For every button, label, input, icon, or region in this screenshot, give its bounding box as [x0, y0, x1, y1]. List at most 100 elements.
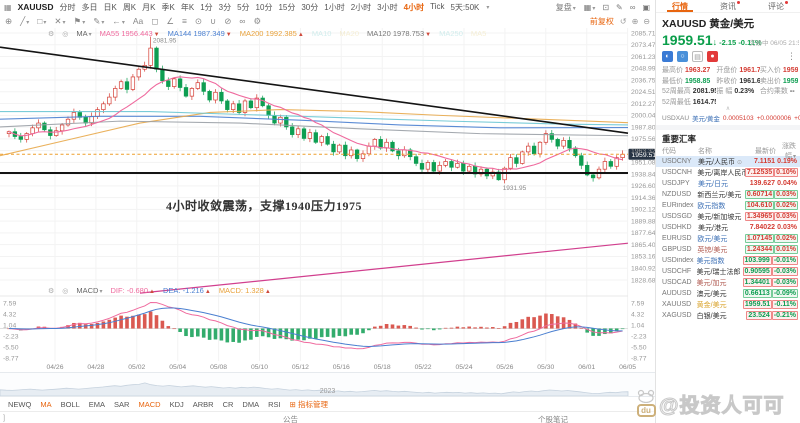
brush-icon[interactable]: ✎▾ — [93, 15, 105, 26]
doc-app-icon[interactable]: ▤ — [692, 50, 703, 62]
collapse-chevron-icon[interactable]: ∧ — [725, 106, 731, 112]
legend-label[interactable]: MACD▾ — [76, 286, 103, 295]
timeframe-1小时[interactable]: 1小时 — [324, 2, 345, 12]
arrow-icon[interactable]: ←▾ — [112, 16, 125, 26]
indicator-boll[interactable]: BOLL — [60, 400, 80, 409]
angle-icon[interactable]: ∠ — [166, 15, 174, 26]
trendline-icon[interactable]: ╱▾ — [20, 15, 30, 26]
timeframe-周K[interactable]: 周K — [122, 2, 137, 12]
indicator-macd[interactable]: MACD — [138, 400, 161, 409]
timeframe-30分[interactable]: 30分 — [301, 2, 319, 12]
legend-label[interactable]: MA▾ — [76, 29, 92, 38]
measure-icon[interactable]: ≡ — [181, 16, 187, 26]
fx-row-USDCNH[interactable]: USDCNH 美元/离岸人民币 7.12535 0.10% — [656, 167, 800, 178]
timeframe-2小时[interactable]: 2小时 — [350, 2, 372, 12]
settings-icon[interactable]: ⚙ — [253, 15, 262, 26]
notice-tab[interactable]: 公告 — [283, 415, 298, 423]
crosshair-icon[interactable]: ⊕ — [5, 15, 13, 26]
link-icon[interactable]: ∞ — [629, 2, 636, 12]
chart-navigator[interactable]: 2023 — [0, 372, 655, 397]
svg-text:1877.64: 1877.64 — [631, 230, 655, 237]
shapes-icon[interactable]: □▾ — [37, 16, 47, 26]
chevron-down-icon[interactable]: ▾ — [486, 4, 490, 11]
timeframe-3分[interactable]: 3分 — [218, 2, 232, 12]
fx-row-NZDUSD[interactable]: NZDUSD 新西兰元/美元 0.60714 0.03% — [656, 189, 800, 200]
timeframe-1分[interactable]: 1分 — [200, 2, 213, 12]
undo-icon[interactable]: ↺ — [619, 16, 627, 26]
timeframe-5分[interactable]: 5分 — [237, 2, 250, 12]
fx-row-USDSGD[interactable]: USDSGD 美元/新加坡元 1.34965 0.03% — [656, 211, 800, 222]
clock-app-icon[interactable]: ○ — [677, 50, 688, 62]
zoom-out-icon[interactable]: ⊖ — [643, 16, 650, 26]
symbol-label[interactable]: XAUUSD — [17, 2, 54, 12]
indicator-dma[interactable]: DMA — [242, 400, 260, 409]
timeframe-Tick[interactable]: Tick — [430, 1, 445, 11]
sidebar-tab-资讯[interactable]: 资讯 — [704, 0, 752, 12]
indicator-rsi[interactable]: RSI — [268, 400, 281, 409]
chart-app-icon[interactable]: ◐ — [662, 50, 673, 62]
sort-column[interactable]: 涨跌幅▾ — [782, 143, 796, 160]
text-icon[interactable]: Aa — [132, 16, 144, 26]
fx-row-USDCNY[interactable]: USDCNY 美元/人民币 ⊙ 7.1151 0.19% — [656, 156, 800, 167]
panel-toggle-icon[interactable]: ] — [3, 413, 6, 422]
indicator-cr[interactable]: CR — [222, 400, 234, 409]
magnet-icon[interactable]: ∪ — [210, 15, 217, 26]
edit-icon[interactable]: ✎ — [616, 2, 623, 12]
timeframe-5天:50K[interactable]: 5天:50K — [450, 2, 480, 12]
delete-icon[interactable]: ⊘ — [224, 15, 232, 26]
timeframe-3小时[interactable]: 3小时 — [377, 2, 398, 12]
indicator-manage-button[interactable]: ⊞ 指标管理 — [289, 400, 328, 409]
indicator-newq[interactable]: NEWQ — [8, 400, 32, 409]
ma-legend[interactable]: ⚙ ◎ MA▾ MA55 1956.443▼ MA144 1987.349▼ MA200 … — [48, 29, 486, 38]
indicator-arbr[interactable]: ARBR — [192, 400, 214, 409]
fx-row-USDCAD[interactable]: USDCAD 美元/加元 1.34401 -0.03% — [656, 277, 800, 288]
zoom-area-icon[interactable]: ⊙ — [194, 15, 203, 26]
fx-row-USDindex[interactable]: USDindex 美元指数 103.999 -0.01% — [656, 255, 800, 266]
usdxau-row[interactable]: USDXAU 美元/黄金 0.0005103 +0.0000006 +0.11% — [662, 114, 800, 124]
fx-row-XAUUSD[interactable]: XAUUSD 黄金/美元 1959.51 -0.11% — [656, 299, 800, 310]
timeframe-多日[interactable]: 多日 — [81, 2, 98, 12]
indicator-sar[interactable]: SAR — [114, 400, 130, 409]
screenshot-icon[interactable]: ⊡ — [602, 2, 610, 12]
fx-row-USDCHF[interactable]: USDCHF 美元/瑞士法郎 0.90595 -0.03% — [656, 266, 800, 277]
indicator-ema[interactable]: EMA — [88, 400, 106, 409]
timeframe-日K[interactable]: 日K — [103, 2, 117, 12]
gear-icon[interactable]: ⚙ — [48, 287, 55, 295]
comment-icon[interactable]: ◻ — [151, 15, 159, 26]
fx-row-EURUSD[interactable]: EURUSD 欧元/美元 1.07145 0.02% — [656, 233, 800, 244]
stat-value: 0.23% — [734, 88, 755, 95]
gear-icon[interactable]: ⚙ — [48, 30, 55, 38]
timeframe-4小时[interactable]: 4小时 — [403, 2, 425, 12]
eye-icon[interactable]: ◎ — [62, 287, 69, 295]
grid-layout-icon[interactable]: ▦▾ — [583, 2, 596, 12]
fx-row-AUDUSD[interactable]: AUDUSD 澳元/美元 0.66113 -0.09% — [656, 288, 800, 299]
main-chart[interactable]: 1959.51 2081.95 1931.95 2085.71 2073.47 2061.… — [0, 28, 655, 372]
chain-icon[interactable]: ∞ — [239, 16, 246, 26]
live-app-icon[interactable]: ● — [707, 50, 718, 62]
fullscreen-icon[interactable]: ▣ — [642, 2, 650, 12]
indicator-kdj[interactable]: KDJ — [169, 400, 184, 409]
sidebar-tab-评论[interactable]: 评论 — [752, 0, 800, 12]
pattern-icon[interactable]: ✕▾ — [54, 15, 66, 26]
fx-row-USDHKD[interactable]: USDHKD 美元/港元 7.84022 0.03% — [656, 222, 800, 233]
zoom-in-icon[interactable]: ⊕ — [631, 16, 639, 26]
fx-row-EURindex[interactable]: EURindex 欧元指数 104.610 0.02% — [656, 200, 800, 211]
adjust-mode-button[interactable]: 前复权 — [589, 16, 614, 26]
timeframe-年K[interactable]: 年K — [180, 2, 195, 12]
timeframe-月K[interactable]: 月K — [142, 2, 156, 12]
eye-icon[interactable]: ◎ — [62, 30, 69, 38]
fx-row-GBPUSD[interactable]: GBPUSD 英镑/美元 1.24344 0.01% — [656, 244, 800, 255]
more-icon[interactable]: ⋮ — [787, 51, 796, 61]
indicator-ma[interactable]: MA — [40, 400, 52, 409]
sidebar-tab-行情[interactable]: 行情 — [656, 0, 704, 12]
stock-notes-tab[interactable]: 个股笔记 — [538, 415, 568, 423]
timeframe-分时[interactable]: 分时 — [59, 2, 76, 12]
macd-legend[interactable]: ⚙ ◎ MACD▾ DIF: -0.680▲ DEA: -1.216▲ MACD: 1.3… — [48, 286, 271, 295]
fx-row-USDJPY[interactable]: USDJPY 美元/日元 139.627 0.04% — [656, 178, 800, 189]
timeframe-10分[interactable]: 10分 — [255, 2, 273, 12]
replay-button[interactable]: 复盘▾ — [555, 2, 576, 12]
timeframe-季K[interactable]: 季K — [161, 2, 175, 12]
fx-row-XAGUSD[interactable]: XAGUSD 白银/美元 23.524 -0.21% — [656, 310, 800, 321]
flag-icon[interactable]: ⚑▾ — [73, 15, 86, 26]
timeframe-15分[interactable]: 15分 — [278, 2, 296, 12]
